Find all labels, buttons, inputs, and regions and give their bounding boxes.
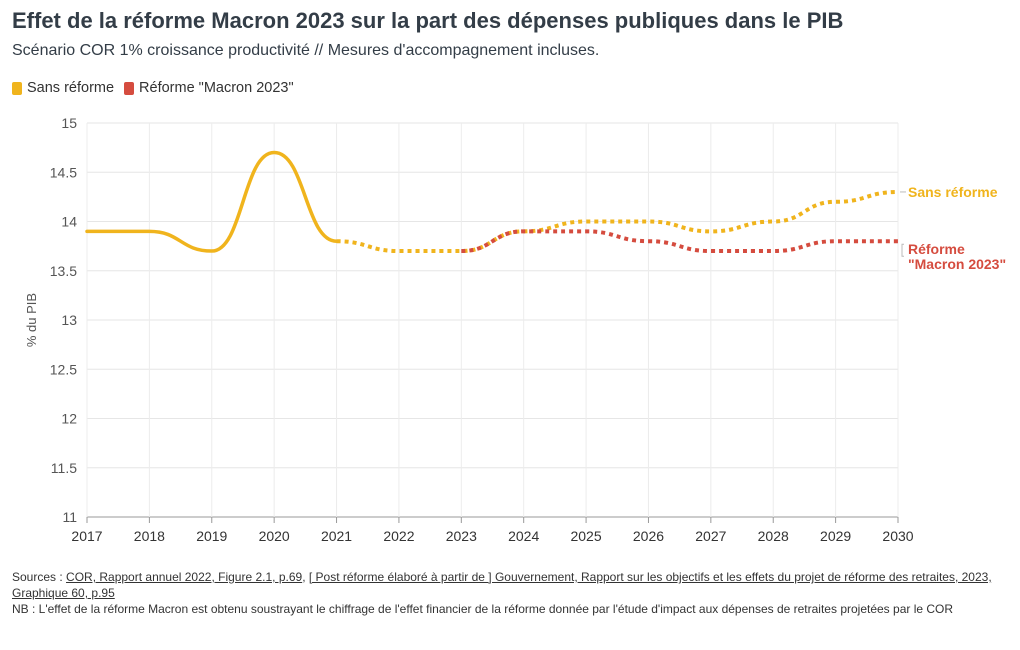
y-tick-label: 12 (61, 411, 77, 427)
legend-label-reforme: Réforme "Macron 2023" (139, 80, 294, 96)
y-axis: 11 11.5 12 12.5 13 13.5 14 14.5 15 (50, 115, 77, 525)
x-tick-label: 2029 (820, 528, 851, 544)
x-axis: 2017 2018 2019 2020 2021 2022 2023 2024 2025 2026… (71, 517, 914, 544)
legend-label-sans-reforme: Sans réforme (27, 80, 115, 96)
y-tick-label: 11.5 (51, 460, 77, 476)
chart-subtitle: Scénario COR 1% croissance productivité … (12, 42, 600, 59)
x-tick-label: 2025 (570, 528, 601, 544)
y-tick-label: 14 (61, 214, 77, 230)
y-axis-label: % du PIB (24, 293, 39, 347)
x-tick-label: 2026 (633, 528, 664, 544)
series-labels: Sans réforme Réforme"Macron 2023" (900, 184, 1006, 272)
legend: Sans réforme Réforme "Macron 2023" (12, 80, 294, 96)
footer: Sources : COR, Rapport annuel 2022, Figu… (12, 569, 1002, 617)
y-tick-label: 11 (62, 509, 77, 525)
y-tick-label: 13 (61, 312, 77, 328)
series-label-sans-reforme: Sans réforme (908, 184, 998, 200)
source-link-cor[interactable]: COR, Rapport annuel 2022, Figure 2.1, p.… (66, 570, 303, 584)
x-tick-label: 2019 (196, 528, 227, 544)
x-tick-label: 2020 (259, 528, 290, 544)
series-line-dotted-0 (336, 189, 899, 254)
series-label-reforme-line-0: Réforme (908, 241, 965, 257)
x-tick-label: 2018 (134, 528, 165, 544)
legend-item-sans-reforme[interactable]: Sans réforme (12, 80, 114, 96)
series-line-solid-0 (85, 150, 339, 253)
series-label-reforme-line-1: "Macron 2023" (908, 256, 1006, 272)
x-tick-label: 2022 (383, 528, 414, 544)
sources-prefix: Sources : (12, 570, 67, 584)
footnote: NB : L'effet de la réforme Macron est ob… (12, 602, 954, 616)
x-tick-label: 2017 (71, 528, 102, 544)
y-tick-label: 13.5 (50, 263, 77, 279)
source-separator: , (302, 570, 309, 584)
grid (86, 122, 899, 518)
label-connector-reforme (901, 243, 904, 257)
series-line-dotted-1 (461, 229, 898, 254)
chart-title: Effet de la réforme Macron 2023 sur la p… (12, 8, 844, 33)
series-lines (85, 150, 899, 254)
x-tick-label: 2030 (882, 528, 913, 544)
legend-swatch-sans-reforme (12, 81, 22, 95)
legend-item-reforme[interactable]: Réforme "Macron 2023" (124, 80, 294, 96)
source-link-gouvernement[interactable]: [ Post réforme élaboré à partir de ] Gou… (12, 570, 992, 600)
x-tick-label: 2023 (446, 528, 477, 544)
x-tick-label: 2027 (695, 528, 726, 544)
x-tick-label: 2024 (508, 528, 539, 544)
sources: Sources : COR, Rapport annuel 2022, Figu… (12, 569, 1002, 601)
x-tick-label: 2021 (321, 528, 352, 544)
legend-swatch-reforme (124, 81, 135, 95)
y-tick-label: 15 (61, 115, 77, 131)
x-tick-label: 2028 (758, 528, 789, 544)
y-tick-label: 12.5 (50, 361, 77, 377)
y-tick-label: 14.5 (50, 164, 77, 180)
